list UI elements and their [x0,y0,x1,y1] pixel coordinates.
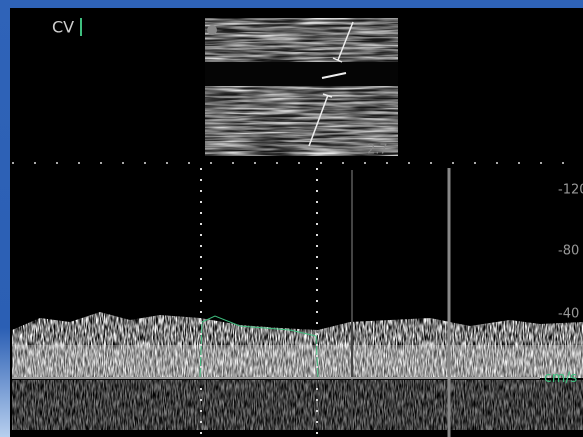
b-mode-image: 2.7 [205,18,398,158]
depth-label: 2.7 [367,143,388,158]
scale-tick: -80 [558,244,579,259]
scale-unit: cm/s [544,370,577,386]
scale-tick: -120 [558,183,583,198]
scale-tick: -40 [558,307,579,322]
doppler-spectrum [12,312,583,430]
cursor [80,18,82,36]
mode-label: CV [52,18,74,37]
